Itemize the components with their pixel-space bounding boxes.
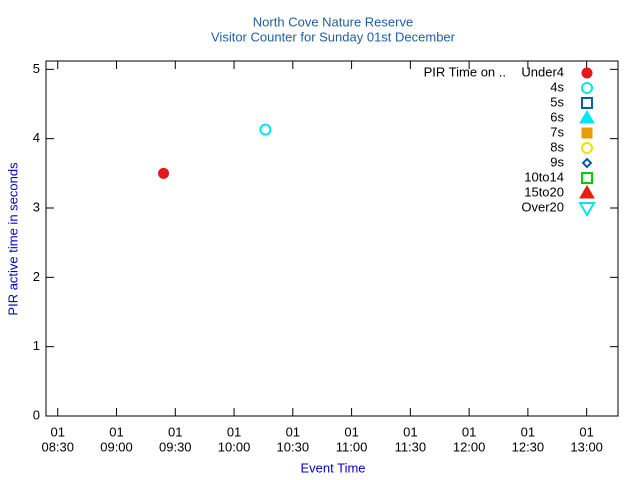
point — [259, 123, 272, 136]
x-tick-time: 10:30 — [277, 439, 310, 454]
x-tick-time: 11:00 — [336, 439, 368, 454]
x-tick-time: 12:00 — [453, 439, 486, 454]
legend-label: Over20 — [521, 199, 564, 214]
x-tick-day: 01 — [579, 424, 593, 439]
legend-label: 15to20 — [524, 184, 564, 199]
legend-marker — [581, 157, 593, 169]
x-tick-time: 10:00 — [218, 439, 251, 454]
legend-marker — [578, 202, 596, 217]
y-tick-label: 5 — [33, 61, 40, 76]
legend-marker — [581, 82, 593, 94]
x-tick-time: 09:30 — [159, 439, 192, 454]
legend-label: Under4 — [521, 64, 564, 79]
x-tick-day: 01 — [344, 424, 358, 439]
legend-label: 4s — [550, 79, 564, 94]
x-tick-time: 09:00 — [100, 439, 133, 454]
legend-marker — [579, 110, 595, 124]
legend-label: 10to14 — [524, 169, 564, 184]
x-tick-day: 01 — [462, 424, 476, 439]
chart-subtitle: Visitor Counter for Sunday 01st December — [211, 29, 456, 44]
legend-label: 5s — [550, 94, 564, 109]
legend-label: 6s — [550, 109, 564, 124]
x-tick-time: 12:30 — [512, 439, 545, 454]
legend-title: PIR Time on .. — [424, 64, 506, 79]
legend-marker — [581, 127, 593, 139]
x-tick-day: 01 — [403, 424, 417, 439]
y-axis-label: PIR active time in seconds — [5, 162, 20, 316]
legend-label: 7s — [550, 124, 564, 139]
point — [158, 167, 170, 179]
y-tick-label: 0 — [33, 407, 40, 422]
x-tick-time: 11:30 — [395, 439, 427, 454]
legend-label: 9s — [550, 154, 564, 169]
legend-marker — [581, 172, 593, 184]
y-tick-label: 1 — [33, 338, 40, 353]
legend-marker — [581, 142, 593, 154]
legend-label: 8s — [550, 139, 564, 154]
y-tick-label: 2 — [33, 269, 40, 284]
x-tick-time: 08:30 — [41, 439, 74, 454]
chart-title: North Cove Nature Reserve — [253, 14, 413, 29]
x-tick-day: 01 — [109, 424, 123, 439]
x-tick-day: 01 — [51, 424, 65, 439]
x-axis-label: Event Time — [300, 460, 365, 475]
x-tick-day: 01 — [521, 424, 535, 439]
legend-marker — [581, 97, 593, 109]
y-tick-label: 4 — [33, 130, 40, 145]
legend-marker — [579, 185, 595, 199]
y-tick-label: 3 — [33, 199, 40, 214]
plot-border — [45, 60, 619, 417]
x-tick-day: 01 — [286, 424, 300, 439]
x-tick-time: 13:00 — [570, 439, 603, 454]
x-tick-day: 01 — [168, 424, 182, 439]
legend-marker — [581, 67, 593, 79]
x-tick-day: 01 — [227, 424, 241, 439]
